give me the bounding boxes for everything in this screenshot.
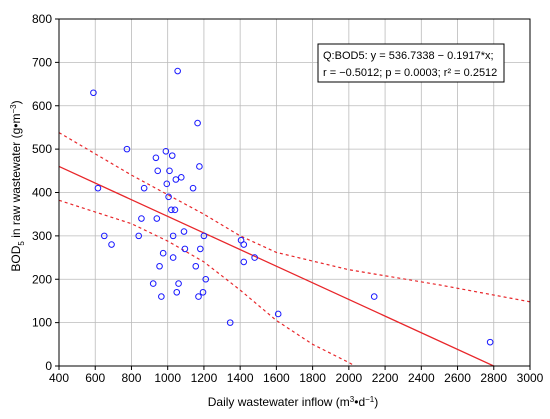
data-point bbox=[140, 184, 148, 192]
data-point bbox=[181, 245, 189, 253]
data-point bbox=[169, 254, 177, 261]
y-axis-ticks: 0 100 200 300 400 500 600 700 800 bbox=[32, 12, 59, 373]
data-point bbox=[194, 119, 201, 127]
confidence-upper bbox=[59, 132, 530, 303]
annotation-line-2: r = −0.5012; p = 0.0003; r² = 0.2512 bbox=[323, 67, 497, 79]
data-point bbox=[153, 215, 161, 222]
y-tick-label: 100 bbox=[32, 316, 52, 330]
regression-line bbox=[59, 165, 496, 366]
data-point bbox=[370, 293, 378, 300]
data-point bbox=[94, 184, 102, 192]
data-point bbox=[166, 167, 173, 175]
y-tick-label: 400 bbox=[32, 186, 52, 200]
data-point bbox=[169, 232, 177, 240]
annotation-frame bbox=[317, 43, 505, 83]
data-point bbox=[156, 262, 163, 270]
data-point bbox=[123, 145, 131, 153]
annotation-box: Q:BOD5: y = 536.7338 − 0.1917*x; r = −0.… bbox=[317, 43, 505, 83]
y-tick-label: 600 bbox=[32, 99, 52, 113]
y-tick-label: 300 bbox=[32, 229, 52, 243]
data-points bbox=[90, 67, 494, 346]
y-tick-label: 700 bbox=[32, 55, 52, 69]
data-point bbox=[189, 184, 197, 192]
x-tick-label: 1600 bbox=[263, 371, 290, 385]
x-tick-label: 2800 bbox=[480, 371, 507, 385]
data-point bbox=[180, 228, 188, 235]
y-tick-label: 0 bbox=[45, 359, 52, 373]
x-tick-label: 400 bbox=[49, 371, 69, 385]
data-point bbox=[135, 232, 143, 240]
data-point bbox=[168, 206, 175, 214]
x-tick-label: 2200 bbox=[372, 371, 399, 385]
data-point bbox=[195, 293, 202, 300]
x-tick-label: 2000 bbox=[335, 371, 362, 385]
x-tick-label: 1000 bbox=[154, 371, 181, 385]
y-tick-label: 200 bbox=[32, 272, 52, 286]
data-point bbox=[196, 163, 203, 170]
x-tick-label: 1400 bbox=[227, 371, 254, 385]
data-point bbox=[177, 174, 185, 181]
data-point bbox=[240, 258, 248, 266]
data-point bbox=[226, 319, 234, 326]
data-point bbox=[158, 293, 165, 300]
data-point bbox=[197, 245, 204, 253]
x-tick-label: 2600 bbox=[444, 371, 471, 385]
data-point bbox=[152, 154, 160, 162]
data-point bbox=[199, 288, 207, 296]
data-point bbox=[159, 249, 167, 257]
data-point bbox=[202, 275, 210, 283]
confidence-band bbox=[59, 132, 530, 366]
data-point bbox=[165, 193, 172, 201]
data-point bbox=[100, 232, 108, 240]
data-point bbox=[486, 338, 494, 346]
data-point bbox=[192, 262, 200, 270]
x-tick-label: 1800 bbox=[299, 371, 326, 385]
x-tick-label: 800 bbox=[121, 371, 141, 385]
data-point bbox=[162, 147, 170, 155]
data-point bbox=[90, 89, 97, 97]
x-axis-ticks: 400 600 800 1000 1200 1400 1600 1800 2000 2200 240… bbox=[49, 366, 544, 385]
x-axis-title: Daily wastewater inflow (m3•d−1) bbox=[208, 395, 379, 409]
data-point bbox=[174, 67, 181, 75]
data-point bbox=[200, 232, 208, 240]
data-point bbox=[173, 288, 181, 296]
annotation-line-1: Q:BOD5: y = 536.7338 − 0.1917*x; bbox=[323, 50, 494, 62]
y-tick-label: 800 bbox=[32, 12, 52, 26]
data-point bbox=[175, 280, 182, 287]
y-tick-label: 500 bbox=[32, 142, 52, 156]
y-axis-title: BOD5 in raw wastewater (g•m−3) bbox=[9, 100, 26, 271]
x-tick-label: 1200 bbox=[191, 371, 218, 385]
data-point bbox=[240, 241, 248, 248]
data-point bbox=[251, 254, 258, 261]
data-point bbox=[138, 215, 145, 222]
x-tick-label: 600 bbox=[85, 371, 105, 385]
data-point bbox=[108, 241, 115, 248]
data-point bbox=[274, 310, 282, 318]
data-point bbox=[171, 206, 179, 214]
data-point bbox=[163, 180, 171, 188]
data-point bbox=[172, 176, 180, 183]
data-point bbox=[149, 280, 157, 287]
x-tick-label: 3000 bbox=[517, 371, 544, 385]
regression-line-group bbox=[59, 165, 496, 366]
confidence-lower bbox=[59, 199, 357, 366]
data-point bbox=[168, 152, 176, 159]
data-point bbox=[154, 167, 162, 175]
x-tick-label: 2400 bbox=[408, 371, 435, 385]
